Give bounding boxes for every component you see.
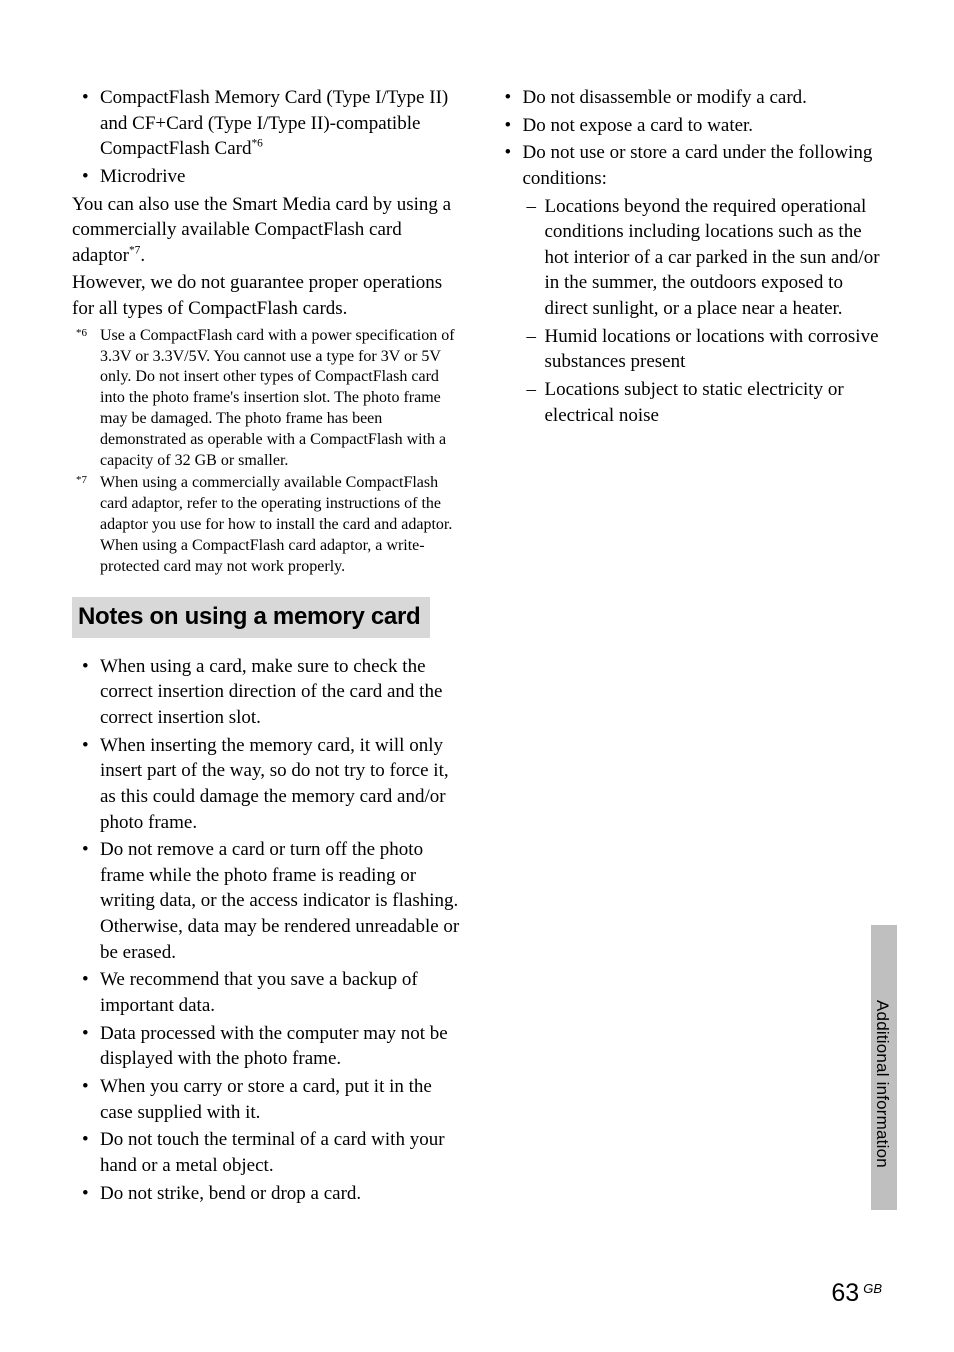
paragraph-tail: .: [140, 245, 145, 266]
sub-list-item: Locations beyond the required operationa…: [523, 194, 883, 322]
list-item: Data processed with the computer may not…: [72, 1021, 460, 1072]
footnote-list: *6 Use a CompactFlash card with a power …: [72, 326, 460, 578]
right-column: Do not disassemble or modify a card. Do …: [495, 85, 883, 1208]
sub-list-item: Locations subject to static electricity …: [523, 377, 883, 428]
section-heading-wrap: Notes on using a memory card: [72, 597, 460, 637]
footnote-ref-7: *7: [129, 245, 140, 257]
side-label: Additional information: [872, 1000, 892, 1168]
page-locale: GB: [863, 1281, 882, 1296]
footnote-text: Use a CompactFlash card with a power spe…: [100, 327, 455, 469]
page-footer: 63 GB: [831, 1279, 882, 1308]
page-root: CompactFlash Memory Card (Type I/Type II…: [0, 0, 954, 1352]
list-item: When using a card, make sure to check th…: [72, 654, 460, 731]
section-heading: Notes on using a memory card: [72, 597, 430, 637]
footnote-ref-6: *6: [251, 138, 262, 150]
sub-list-item: Humid locations or locations with corros…: [523, 324, 883, 375]
list-item: We recommend that you save a backup of i…: [72, 967, 460, 1018]
paragraph: However, we do not guarantee proper oper…: [72, 270, 460, 321]
list-item-text: Do not use or store a card under the fol…: [523, 142, 873, 189]
footnote-item: *7 When using a commercially available C…: [72, 473, 460, 577]
paragraph: You can also use the Smart Media card by…: [72, 192, 460, 269]
list-item: Do not strike, bend or drop a card.: [72, 1181, 460, 1207]
list-item: CompactFlash Memory Card (Type I/Type II…: [72, 85, 460, 162]
footnote-item: *6 Use a CompactFlash card with a power …: [72, 326, 460, 472]
list-item-text: CompactFlash Memory Card (Type I/Type II…: [100, 87, 448, 159]
footnote-text: When using a commercially available Comp…: [100, 474, 452, 574]
list-item: When you carry or store a card, put it i…: [72, 1074, 460, 1125]
list-item: Do not touch the terminal of a card with…: [72, 1127, 460, 1178]
left-column: CompactFlash Memory Card (Type I/Type II…: [72, 85, 460, 1208]
list-item: Do not remove a card or turn off the pho…: [72, 837, 460, 965]
list-item-text: Microdrive: [100, 166, 185, 187]
right-bullet-list: Do not disassemble or modify a card. Do …: [495, 85, 883, 428]
list-item: When inserting the memory card, it will …: [72, 733, 460, 836]
footnote-marker: *7: [76, 473, 87, 487]
top-bullet-list: CompactFlash Memory Card (Type I/Type II…: [72, 85, 460, 190]
list-item: Microdrive: [72, 164, 460, 190]
list-item: Do not disassemble or modify a card.: [495, 85, 883, 111]
bottom-bullet-list: When using a card, make sure to check th…: [72, 654, 460, 1206]
page-number: 63: [831, 1279, 859, 1307]
sub-list: Locations beyond the required operationa…: [523, 194, 883, 429]
list-item: Do not use or store a card under the fol…: [495, 140, 883, 428]
footnote-marker: *6: [76, 326, 87, 340]
list-item: Do not expose a card to water.: [495, 113, 883, 139]
columns: CompactFlash Memory Card (Type I/Type II…: [72, 85, 882, 1208]
